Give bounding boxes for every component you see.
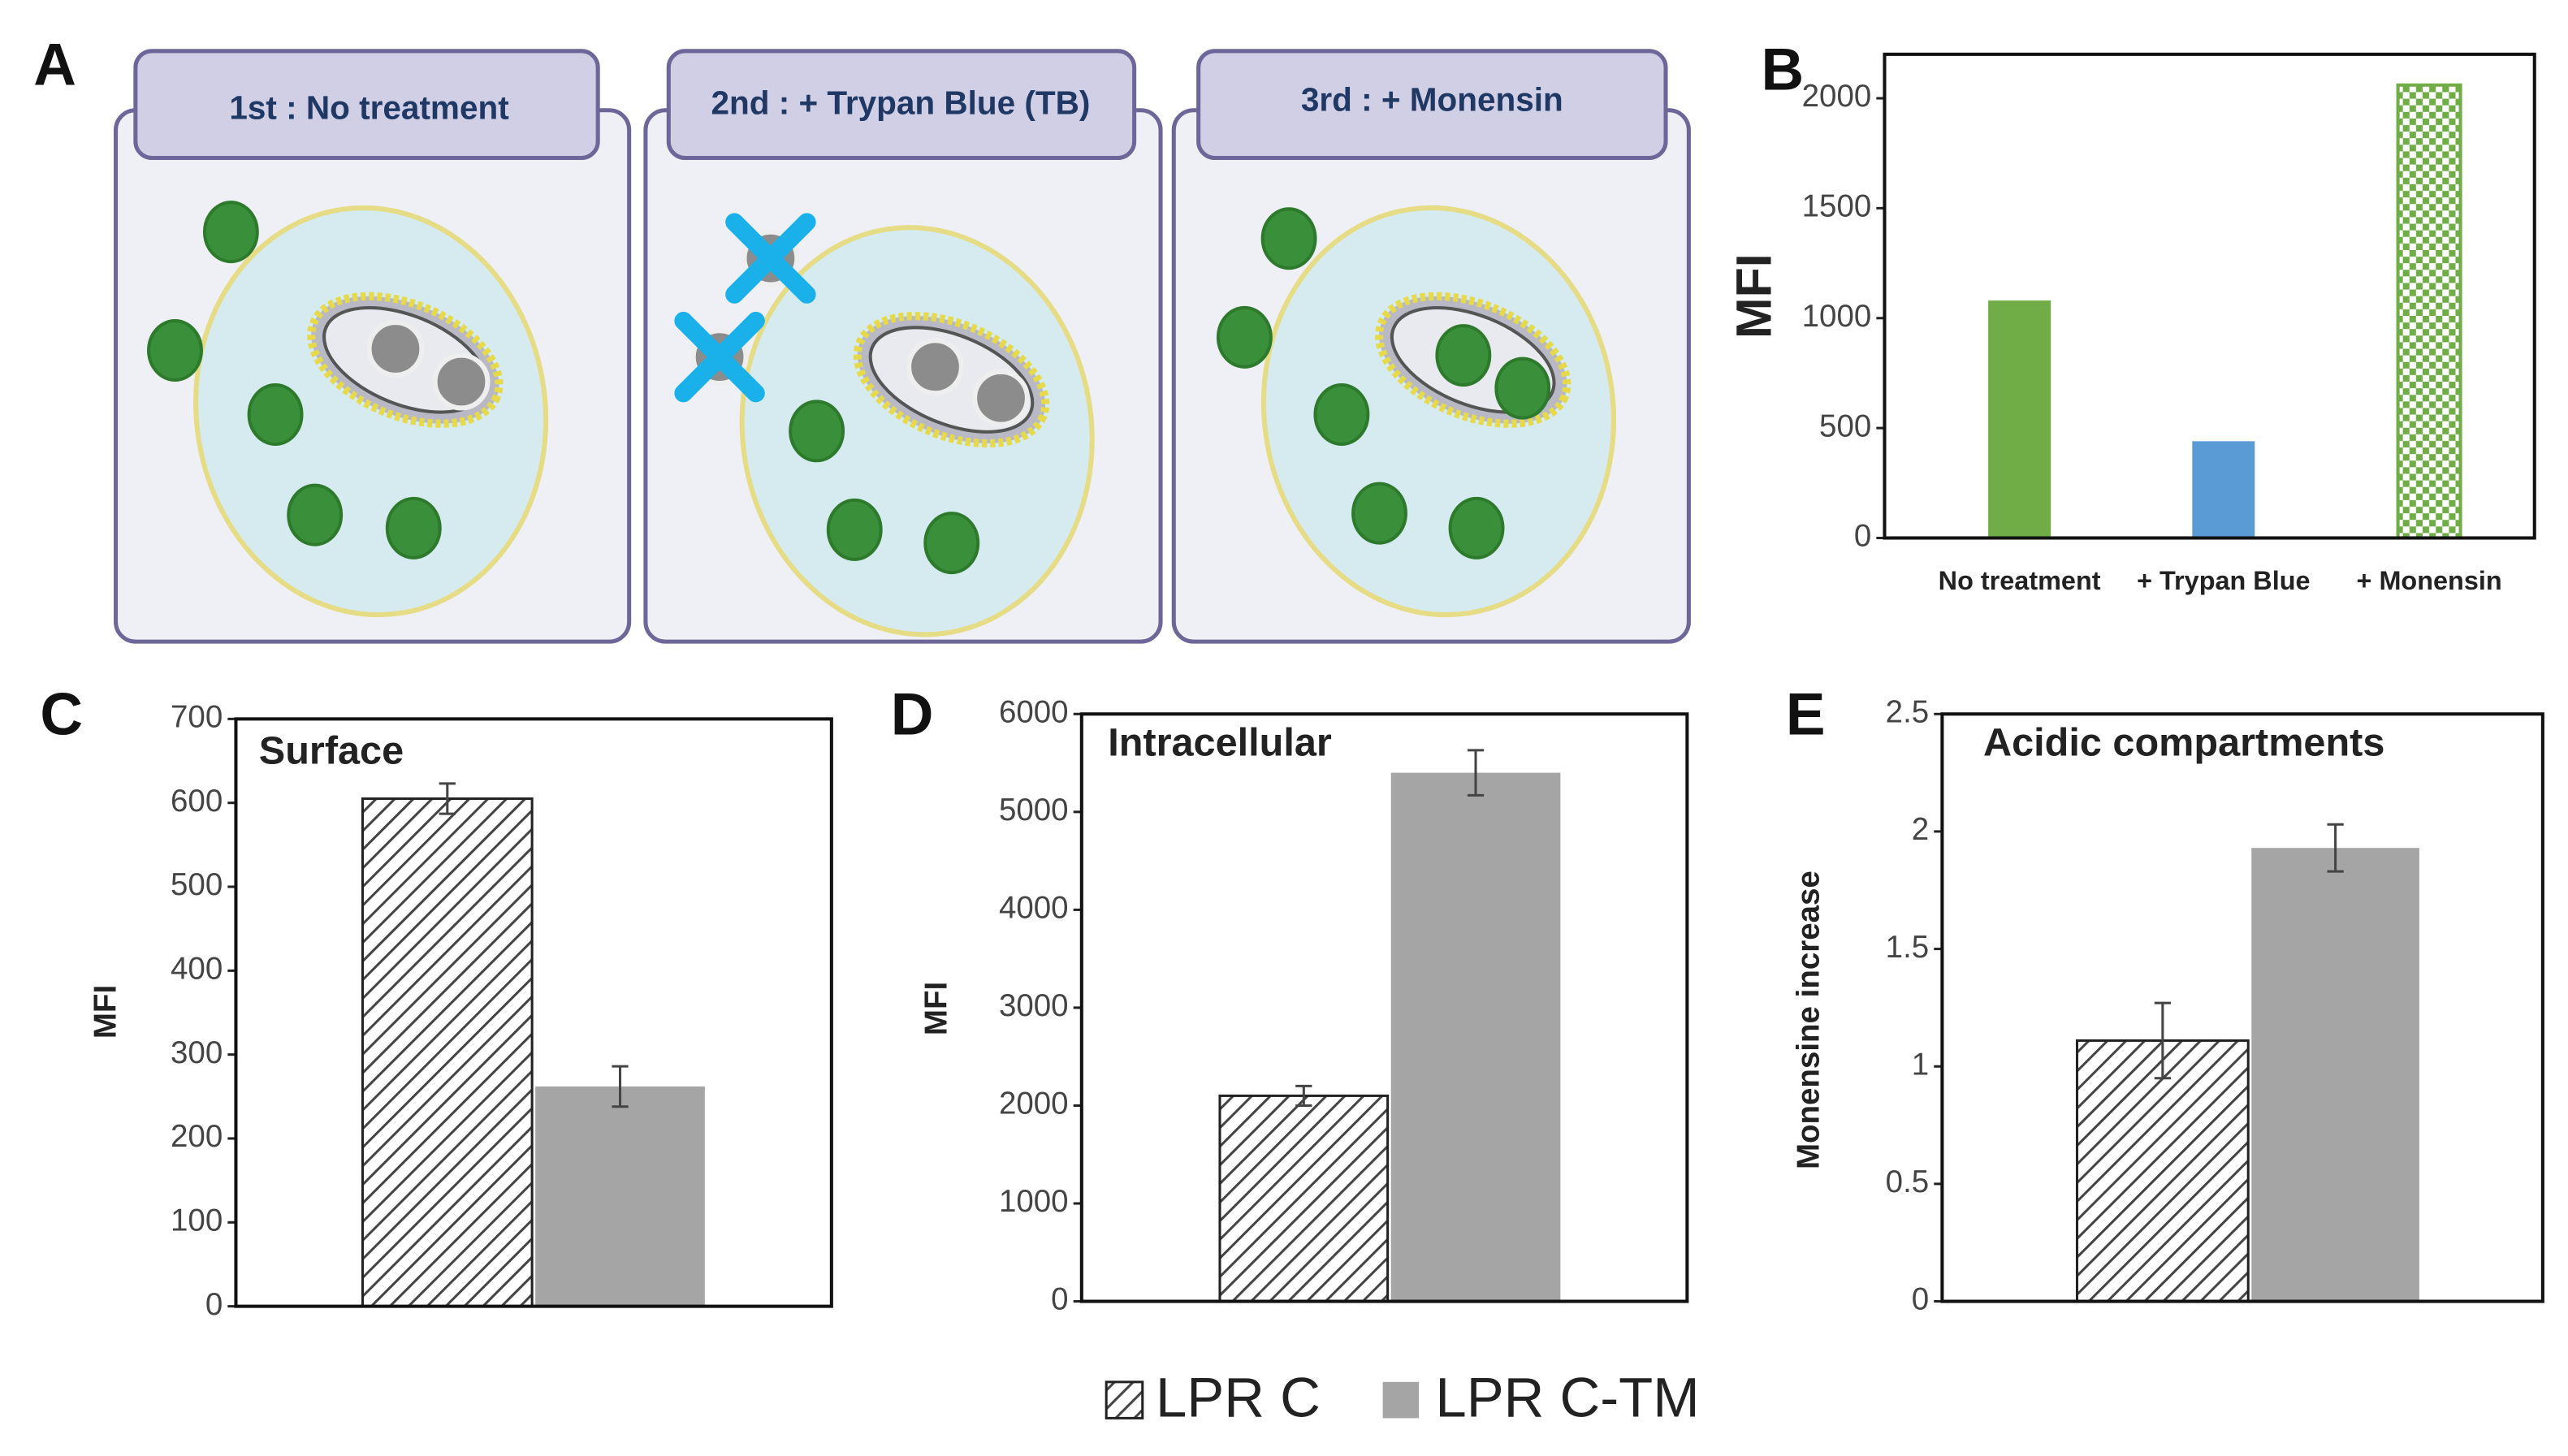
bar — [535, 1086, 705, 1307]
y-tick-label: 1000 — [999, 1184, 1069, 1219]
error-bar — [1467, 749, 1485, 797]
plot-frame — [1079, 712, 1689, 1303]
y-tick-label: 4000 — [999, 891, 1069, 926]
plot-frame — [1940, 712, 2544, 1303]
bar — [1390, 772, 1561, 1302]
panel-label: A — [33, 32, 76, 97]
legend-swatch — [1105, 1380, 1144, 1419]
y-tick-label: 2000 — [1802, 79, 1872, 114]
y-tick-label: 0 — [1912, 1282, 1929, 1317]
y-tick-label: 0 — [205, 1287, 223, 1322]
step-header — [666, 49, 1137, 161]
y-tick-label: 0.5 — [1886, 1164, 1930, 1199]
y-tick-label: 1 — [1912, 1047, 1929, 1082]
panel-label: C — [40, 682, 83, 748]
error-bar — [1295, 1084, 1312, 1107]
y-tick-label: 600 — [171, 784, 223, 819]
error-bar — [439, 782, 456, 815]
y-tick-label: 0 — [1051, 1282, 1068, 1317]
x-tick-label: No treatment — [1939, 566, 2101, 595]
step-title: 1st : No treatment — [229, 89, 508, 126]
y-axis-label: MFI — [919, 982, 954, 1035]
panel-label: B — [1762, 37, 1805, 102]
error-bar — [2154, 1001, 2172, 1080]
y-axis-label: MFI — [1727, 253, 1782, 339]
x-tick-label: + Monensin — [2357, 566, 2502, 595]
y-tick-label: 1000 — [1802, 299, 1872, 334]
bar — [1218, 1094, 1390, 1303]
diagram: A 1st : No treatment 2nd : + Trypan Blue… — [33, 32, 1691, 657]
step-header — [1196, 49, 1668, 161]
bar-chart: B MFI 0 500 1000 1500 2000 No treatment + Trypan… — [1727, 37, 2536, 595]
step-title: 3rd : + Monensin — [1301, 80, 1563, 118]
y-tick-label: 100 — [171, 1203, 223, 1238]
legend-label: LPR C — [1156, 1366, 1321, 1428]
legend-label: LPR C-TM — [1435, 1366, 1699, 1428]
y-tick-label: 700 — [171, 700, 223, 735]
y-axis-label: Monensine increase — [1791, 871, 1826, 1169]
y-tick-label: 3000 — [999, 988, 1069, 1023]
step-header — [133, 49, 600, 161]
y-tick-label: 0 — [1854, 519, 1871, 554]
error-bar — [612, 1065, 629, 1108]
y-tick-label: 2000 — [999, 1087, 1069, 1121]
step-title: 2nd : + Trypan Blue (TB) — [711, 84, 1090, 121]
chart-title: Intracellular — [1108, 721, 1332, 765]
bar — [2076, 1039, 2250, 1303]
plot-frame — [1883, 52, 2536, 540]
error-bar — [2327, 823, 2344, 873]
bar-chart: C MFI Surface 0 100 200 300 400 500 600 700 — [40, 682, 833, 1322]
x-tick-label: + Trypan Blue — [2137, 566, 2310, 595]
y-tick-label: 1.5 — [1886, 930, 1930, 965]
panel-label: E — [1786, 682, 1826, 748]
y-tick-label: 200 — [171, 1119, 223, 1154]
chart-title: Surface — [259, 729, 404, 773]
bar — [2192, 441, 2255, 538]
y-tick-label: 400 — [171, 952, 223, 987]
bar — [2251, 848, 2419, 1302]
bar — [1988, 300, 2051, 538]
y-tick-label: 500 — [171, 867, 223, 902]
y-tick-label: 6000 — [999, 694, 1069, 729]
y-tick-label: 500 — [1819, 408, 1871, 443]
y-tick-label: 5000 — [999, 793, 1069, 827]
y-tick-label: 2.5 — [1886, 694, 1930, 729]
y-tick-label: 1500 — [1802, 189, 1872, 224]
bar — [2396, 83, 2462, 540]
legend-swatch — [1382, 1381, 1420, 1419]
chart-title: Acidic compartments — [1983, 721, 2384, 765]
y-tick-label: 2 — [1912, 812, 1929, 847]
plot-frame — [234, 717, 833, 1308]
y-tick-label: 300 — [171, 1035, 223, 1070]
legend: LPR C LPR C-TM — [1105, 1366, 1700, 1428]
bar-chart: D MFI Intracellular 0 1000 2000 3000 4000 5000 60… — [891, 682, 1689, 1317]
panel-label: D — [891, 682, 934, 748]
bar — [361, 797, 534, 1308]
y-axis-label: MFI — [89, 985, 123, 1039]
bar-chart: E Monensine increase Acidic compartments 0 0… — [1786, 682, 2544, 1317]
